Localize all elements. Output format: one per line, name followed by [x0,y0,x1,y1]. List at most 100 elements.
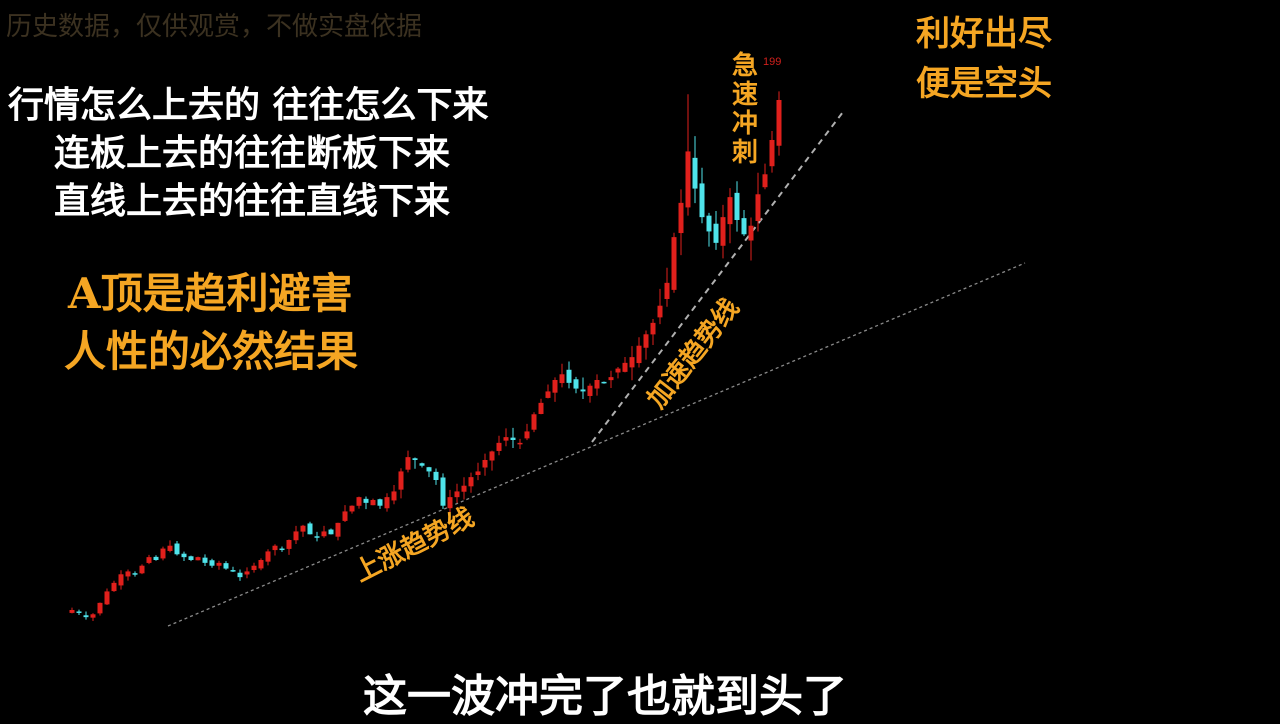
candle-body [601,381,607,384]
candle-body [594,380,600,389]
candle-body [216,562,222,566]
candle-body [272,545,278,551]
candle-body [258,560,264,569]
candle-body [97,602,103,614]
candle-body [251,565,257,571]
candle-body [440,477,446,506]
candle-body [636,345,642,364]
max-price-label: 199 [763,56,781,68]
candle-body [139,565,145,574]
candle-body [496,442,502,451]
annotation-line-3: 直线上去的往往直线下来 [54,180,451,222]
candle-body [125,571,131,577]
candle-body [489,451,495,461]
candle-body [307,523,313,535]
candle-body [748,225,754,241]
candle-body [188,556,194,560]
candle-body [314,536,320,538]
candle-body [328,529,334,535]
top-right-annotation-2: 便是空头 [916,64,1052,104]
candle-body [454,491,460,498]
candle-body [482,460,488,468]
orange-annotation-1: A顶是趋利避害 [68,269,353,318]
candle-body [111,582,117,592]
candle-body [727,197,733,225]
candle-body [174,543,180,555]
candle-body [230,570,236,572]
candle-body [580,389,586,392]
vertical-annotation: 急速冲刺 [731,51,758,168]
candle-body [146,557,152,563]
candle-body [447,497,453,509]
candle-body [363,498,369,503]
candle-body [342,511,348,521]
uptrend-line [167,262,1026,627]
candle-body [349,505,355,512]
candle-body [510,437,516,440]
candle-body [391,491,397,501]
candle-body [678,202,684,234]
candle-body [90,614,96,618]
candle-body [517,442,523,445]
disclaimer-watermark: 历史数据，仅供观赏，不做实盘依据 [6,12,423,42]
candle-body [762,174,768,188]
candle-body [545,391,551,398]
candle-body [776,100,782,146]
subtitle-caption: 这一波冲完了也就到头了 [363,671,847,722]
orange-annotation-2: 人性的必然结果 [64,327,359,376]
candle-body [524,431,530,439]
candle-body [209,560,215,566]
candle-body [83,615,89,618]
candle-body [223,563,229,569]
candle-body [629,357,635,368]
candle-body [286,540,292,549]
candle-body [664,282,670,299]
candle-body [720,217,726,246]
candle-body [699,183,705,218]
candle-body [433,471,439,480]
candle-body [734,192,740,220]
candle-body [755,194,761,221]
candle-body [377,499,383,506]
candle-body [426,467,432,472]
candle-body [657,305,663,318]
candle-body [181,553,187,558]
candle-body [202,557,208,563]
candle-body [195,557,201,561]
candle-body [713,223,719,243]
candle-body [356,497,362,506]
candle-body [419,463,425,466]
candle-body [167,545,173,551]
candle-body [741,218,747,235]
candle-body [566,369,572,383]
candle-body [461,485,467,492]
uptrend-label: 上涨趋势线 [350,502,479,588]
candle-body [76,611,82,613]
candle-body [643,334,649,348]
candle-body [573,379,579,389]
candle-body [685,151,691,208]
top-right-annotation-1: 利好出尽 [916,14,1052,54]
candle-body [475,471,481,475]
candle-body [405,457,411,470]
candle-body [335,522,341,537]
candle-body [692,157,698,189]
candle-body [615,368,621,373]
annotation-line-1: 行情怎么上去的 往往怎么下来 [8,84,489,126]
candle-body [265,551,271,562]
candle-body [769,140,775,167]
acceleration-trend-label: 加速趋势线 [642,293,746,414]
candle-body [132,573,138,575]
candle-body [650,322,656,335]
annotation-line-2: 连板上去的往往断板下来 [54,132,451,174]
candle-body [370,500,376,506]
candle-body [293,531,299,541]
candle-body [398,471,404,490]
candle-body [559,374,565,384]
candle-body [69,610,75,613]
candle-body [384,497,390,509]
candle-body [706,215,712,232]
candle-body [412,458,418,460]
candle-body [468,477,474,487]
